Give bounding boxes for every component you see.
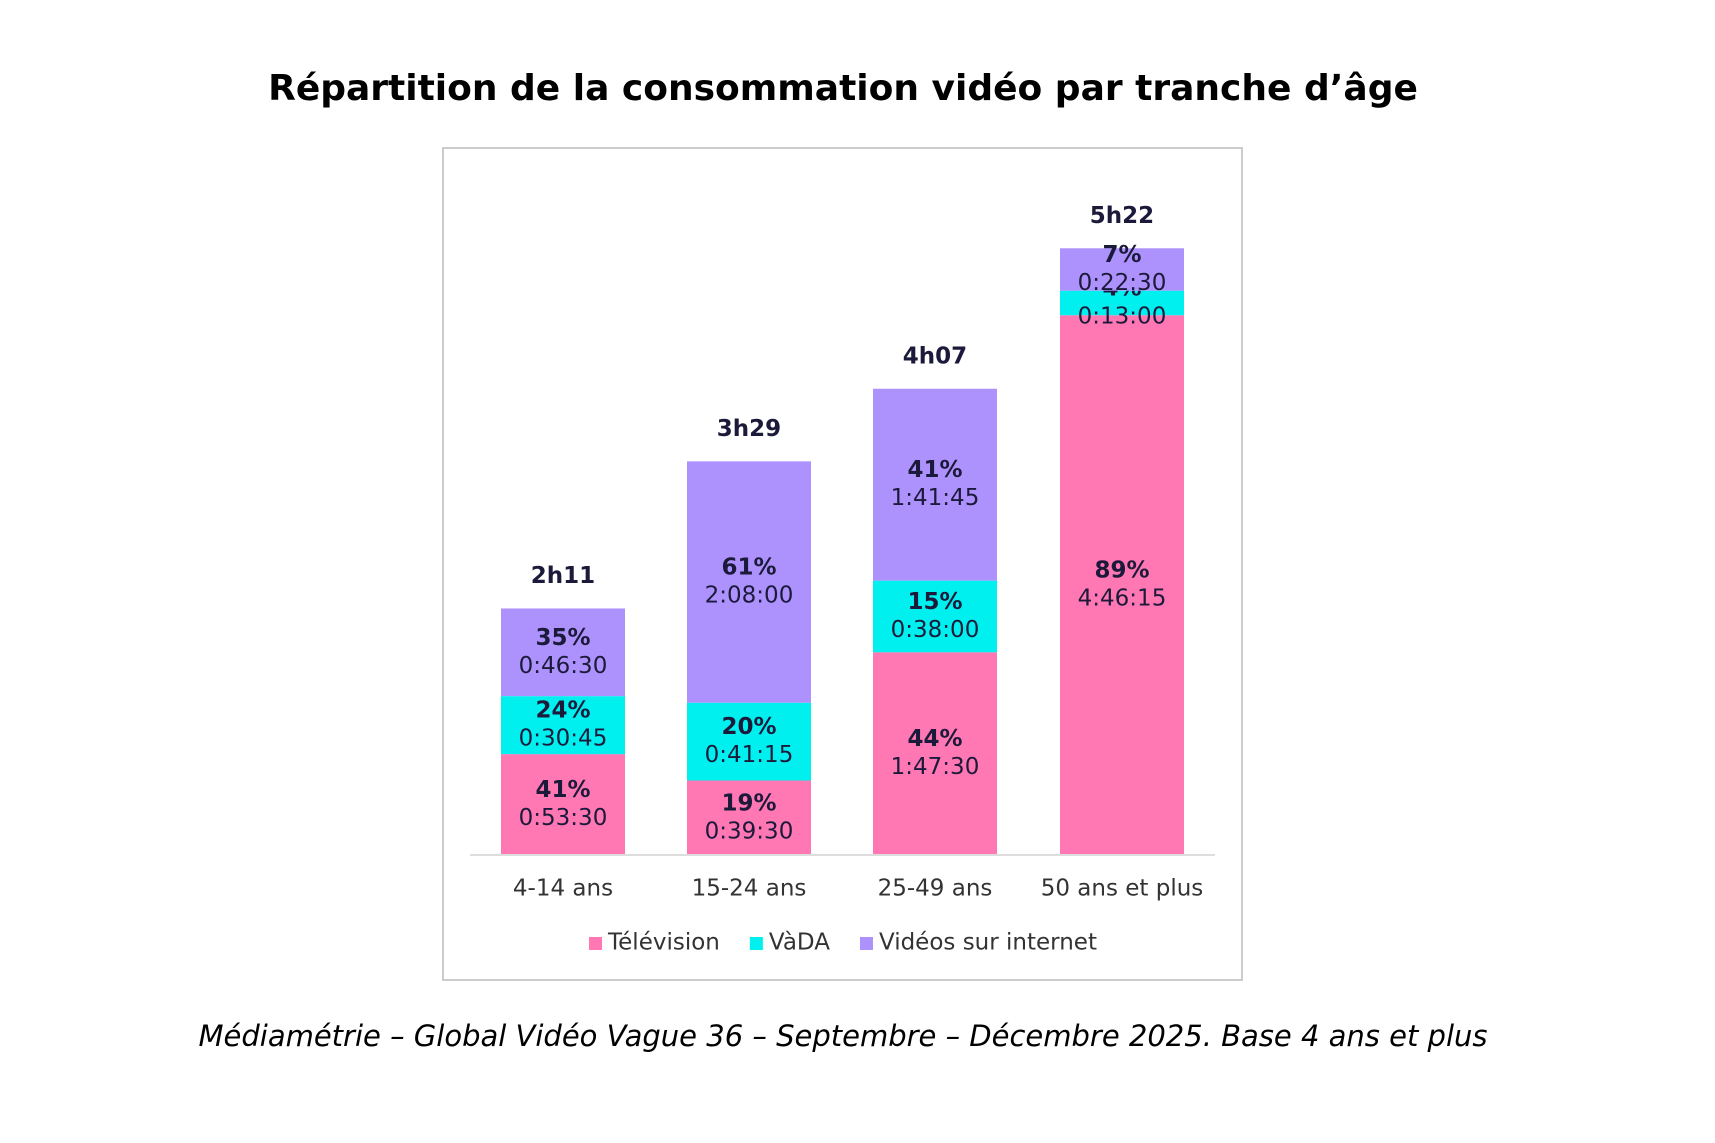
bar-segment [1060,248,1184,291]
bar-segment [501,608,625,697]
value-label: 4:46:15 [1078,586,1167,612]
bar-segment [687,461,811,703]
share-label: 89% [1094,558,1149,584]
bar-segment [873,652,997,855]
value-label: 0:46:30 [519,653,608,679]
total-label: 2h11 [531,563,595,589]
x-tick-label: 50 ans et plus [1041,876,1204,902]
value-label: 0:30:45 [519,726,608,752]
bar-segment [1060,290,1184,316]
x-tick-label: 15-24 ans [692,876,807,902]
share-label: 7% [1102,242,1141,268]
x-tick-label: 4-14 ans [513,876,613,902]
legend-swatch [749,937,763,950]
value-label: 1:47:30 [891,754,980,780]
share-label: 15% [907,589,962,615]
value-label: 0:39:30 [705,818,794,844]
bar-segment [501,754,625,855]
share-label: 20% [721,714,776,740]
total-label: 5h22 [1090,203,1154,229]
chart-title: Répartition de la consommation vidéo par… [268,68,1418,109]
bar-segment [873,388,997,581]
chart-frame [442,147,1243,981]
share-label: 24% [535,698,590,724]
footnote: Médiamétrie – Global Vidéo Vague 36 – Se… [198,1019,1487,1053]
bar-segment [501,696,625,755]
legend-swatch [589,937,603,950]
total-label: 3h29 [717,416,781,442]
value-label: 0:38:00 [891,617,980,643]
share-label: 44% [907,726,962,752]
legend-label: VàDA [769,930,830,956]
share-label: 41% [907,457,962,483]
value-label: 0:13:00 [1078,303,1167,329]
value-label: 0:53:30 [519,805,608,831]
share-label: 19% [721,790,776,816]
share-label: 61% [721,555,776,581]
value-label: 0:22:30 [1078,270,1167,296]
share-label: 35% [535,625,590,651]
x-tick-label: 25-49 ans [878,876,993,902]
bar-segment [687,780,811,855]
share-label: 41% [535,777,590,803]
bar-segment [687,702,811,781]
value-label: 2:08:00 [705,583,794,609]
value-label: 0:41:15 [705,742,794,768]
bar-segment [873,580,997,653]
total-label: 4h07 [903,343,967,369]
legend-label: Télévision [607,930,720,956]
value-label: 1:41:45 [891,485,980,511]
legend-swatch [859,937,873,950]
bar-segment [1060,315,1184,855]
legend-label: Vidéos sur internet [879,930,1097,956]
